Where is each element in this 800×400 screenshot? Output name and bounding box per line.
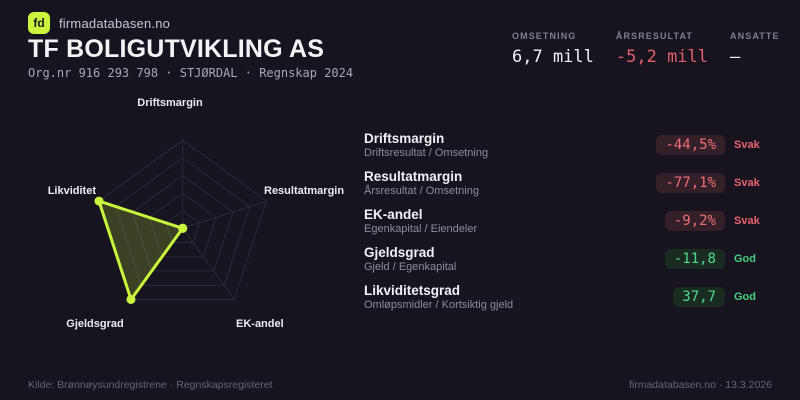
metric-labels: Likviditetsgrad Omløpsmidler / Kortsiktig… xyxy=(364,283,513,311)
brand-name: firmadatabasen.no xyxy=(59,15,171,31)
metric-formula: Driftsresultat / Omsetning xyxy=(364,147,489,159)
radar-axis-spoke xyxy=(182,228,235,300)
metric-row-gjeldsgrad: Gjeldsgrad Gjeld / Egenkapital -11,8 God xyxy=(364,245,772,273)
footer: Kilde: Brønnøysundregistrene · Regnskaps… xyxy=(28,379,772,391)
metric-name: EK-andel xyxy=(364,207,423,222)
radar-axis-label-resultatmargin: Resultatmargin xyxy=(264,185,345,197)
metric-status-badge: God xyxy=(734,253,756,265)
metric-row-resultatmargin: Resultatmargin Årsresultat / Omsetning -77… xyxy=(364,169,772,197)
metric-formula: Egenkapital / Eiendeler xyxy=(364,223,478,235)
metric-formula: Gjeld / Egenkapital xyxy=(364,261,457,273)
metric-value-pill: -77,1% xyxy=(656,173,725,193)
key-figure-value: – xyxy=(730,47,741,67)
key-figure-ansatte: ANSATTE – xyxy=(730,31,780,67)
metric-value-pill: 37,7 xyxy=(673,287,725,307)
metric-formula: Årsresultat / Omsetning xyxy=(364,185,479,197)
metric-value-pill: -44,5% xyxy=(656,135,725,155)
metric-labels: Gjeldsgrad Gjeld / Egenkapital xyxy=(364,245,456,273)
metric-name: Driftsmargin xyxy=(364,131,445,146)
radar-data-point xyxy=(94,196,104,206)
metric-row-likviditetsgrad: Likviditetsgrad Omløpsmidler / Kortsiktig… xyxy=(364,283,772,311)
radar-axis-label-gjeldsgrad: Gjeldsgrad xyxy=(66,318,124,330)
footer-site-link[interactable]: firmadatabasen.no · 13.3.2026 xyxy=(628,379,772,391)
key-figure-årsresultat: ÅRSRESULTAT -5,2 mill xyxy=(616,31,708,67)
radar-data-point xyxy=(126,294,136,304)
metric-status-badge: Svak xyxy=(734,139,760,151)
radar-grid-ring xyxy=(131,174,234,272)
metric-value-group: -9,2% Svak xyxy=(664,211,772,231)
metric-labels: Resultatmargin Årsresultat / Omsetning xyxy=(364,169,479,197)
radar-axis-label-driftsmargin: Driftsmargin xyxy=(137,97,203,109)
metric-value-pill: -11,8 xyxy=(664,249,725,269)
metric-value-pill: -9,2% xyxy=(664,211,725,231)
metric-value-group: -77,1% Svak xyxy=(656,173,772,193)
radar-axis-label-likviditet: Likviditet xyxy=(47,185,96,197)
key-figure-value: 6,7 mill xyxy=(512,47,594,67)
radar-axis-label-ek-andel: EK-andel xyxy=(236,318,284,330)
metric-status-badge: God xyxy=(734,291,756,303)
key-figure-omsetning: OMSETNING 6,7 mill xyxy=(512,31,594,67)
brand-link[interactable]: fd firmadatabasen.no xyxy=(28,12,170,34)
radar-grid-ring xyxy=(98,139,267,300)
metric-name: Likviditetsgrad xyxy=(364,283,461,298)
metric-name: Resultatmargin xyxy=(364,169,463,184)
radar-chart xyxy=(94,139,267,304)
radar-grid-ring xyxy=(115,157,251,286)
key-figure-value: -5,2 mill xyxy=(615,47,709,67)
key-figure-label: ANSATTE xyxy=(730,31,780,41)
metric-value-group: -44,5% Svak xyxy=(656,135,772,155)
org-info-line: Org.nr 916 293 798 · STJØRDAL · Regnskap… xyxy=(28,66,354,80)
footer-source: Kilde: Brønnøysundregistrene · Regnskaps… xyxy=(28,379,273,391)
radar-data-point xyxy=(178,223,188,233)
metric-row-ek-andel: EK-andel Egenkapital / Eiendeler -9,2% Svak xyxy=(364,207,772,235)
metric-status-badge: Svak xyxy=(734,215,760,227)
key-figures: OMSETNING 6,7 mill ÅRSRESULTAT -5,2 mill ANS… xyxy=(512,31,780,67)
radar-grid-ring xyxy=(165,210,200,243)
metric-labels: Driftsmargin Driftsresultat / Omsetning xyxy=(364,131,488,159)
firmadatabasen-logo-icon: fd xyxy=(28,12,50,34)
metrics-panel: Driftsmargin Driftsresultat / Omsetning -4… xyxy=(364,131,772,321)
metric-row-driftsmargin: Driftsmargin Driftsresultat / Omsetning -4… xyxy=(364,131,772,159)
metric-value-group: -11,8 God xyxy=(664,249,772,269)
metric-name: Gjeldsgrad xyxy=(364,245,435,260)
company-title: TF BOLIGUTVIKLING AS xyxy=(28,35,325,63)
key-figure-label: OMSETNING xyxy=(512,31,577,41)
radar-axis-spoke xyxy=(182,200,267,229)
metric-labels: EK-andel Egenkapital / Eiendeler xyxy=(364,207,477,235)
radar-data-polygon xyxy=(97,199,185,301)
metric-status-badge: Svak xyxy=(734,177,760,189)
key-figure-label: ÅRSRESULTAT xyxy=(615,31,693,41)
metric-formula: Omløpsmidler / Kortsiktig gjeld xyxy=(364,299,514,311)
metric-value-group: 37,7 God xyxy=(673,287,772,307)
radar-grid-ring xyxy=(148,192,217,258)
